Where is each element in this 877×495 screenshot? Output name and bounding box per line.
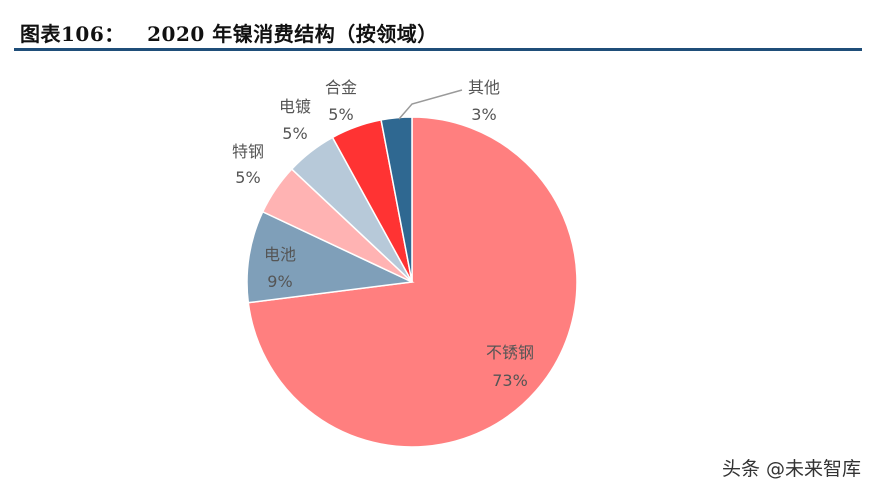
slice-name-label-3: 特钢 <box>232 142 264 161</box>
leader-line-other <box>398 89 463 120</box>
pie-slice-2 <box>246 210 415 304</box>
slice-value-label-1: 73% <box>492 371 528 390</box>
slice-name-label-2: 电池 <box>264 245 296 264</box>
slice-name-label-1: 不锈钢 <box>486 343 534 362</box>
pie-labels: 不锈钢 73% 电池 9% 特钢 5% 电镀 5% 合金 5% 其他 3% <box>232 78 534 390</box>
slice-value-label-6: 3% <box>471 105 496 124</box>
title-rule <box>14 48 862 51</box>
slice-value-label-2: 9% <box>267 272 292 291</box>
slice-value-label-4: 5% <box>282 124 307 143</box>
slice-name-label-4: 电镀 <box>279 97 311 116</box>
watermark-text: 头条 @未来智库 <box>721 458 861 480</box>
pie-slices <box>246 116 578 448</box>
pie-slice-6 <box>380 116 413 283</box>
slice-name-label-5: 合金 <box>325 78 357 97</box>
slice-name-label-6: 其他 <box>468 78 500 97</box>
slice-value-label-5: 5% <box>328 105 353 124</box>
slice-value-label-3: 5% <box>235 168 260 187</box>
chart-title: 图表106： 2020 年镍消费结构（按领域） <box>20 22 438 46</box>
